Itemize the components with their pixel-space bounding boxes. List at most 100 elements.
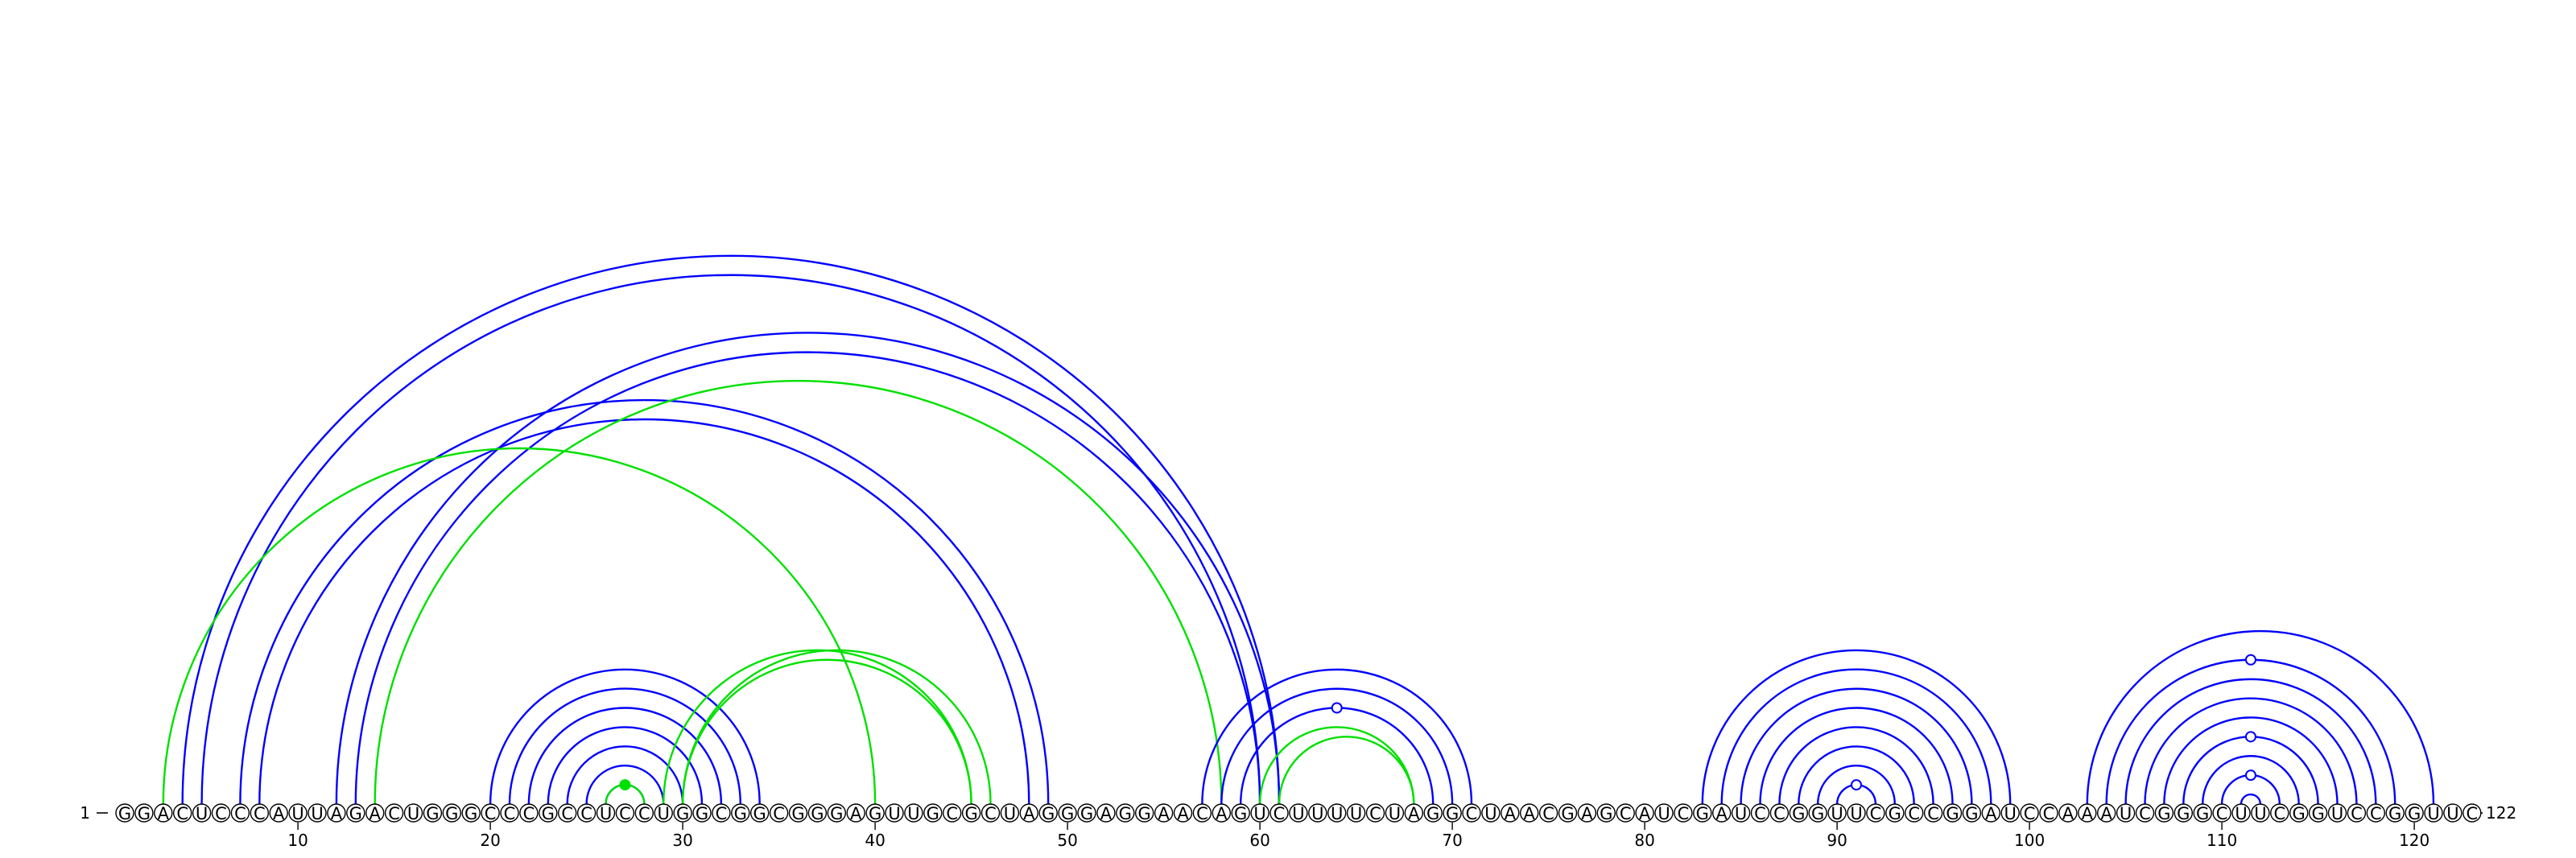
nucleotide-21: C — [500, 803, 519, 823]
arc-blue-23-31 — [547, 726, 704, 805]
nucleotide-letter-2: G — [138, 804, 151, 823]
nucleotide-letter-111: U — [2235, 804, 2247, 823]
nucleotide-letter-18: G — [445, 804, 458, 823]
nucleotide-circle-54 — [1134, 803, 1154, 823]
nucleotide-40: G — [865, 803, 885, 823]
nucleotide-letter-16: U — [407, 804, 419, 823]
nucleotide-10: U — [288, 803, 308, 823]
arc-marker-90-92 — [1851, 779, 1862, 791]
nucleotide-87: C — [1769, 803, 1790, 823]
nucleotide-letter-68: A — [1408, 804, 1420, 823]
arc-blue-13-60 — [354, 351, 1261, 805]
nucleotide-circle-64 — [1327, 803, 1347, 823]
nucleotide-82: C — [1674, 803, 1693, 823]
nucleotide-circle-103 — [2078, 803, 2097, 823]
nucleotide-20: C — [481, 803, 500, 823]
nucleotide-53: G — [1116, 803, 1135, 823]
nucleotide-letter-105: U — [2120, 804, 2132, 823]
nucleotide-letter-94: C — [1908, 804, 1920, 823]
nucleotide-circle-26 — [596, 803, 616, 823]
nucleotide-circle-68 — [1404, 803, 1424, 823]
nucleotide-letter-56: A — [1177, 804, 1189, 823]
nucleotide-letter-42: U — [907, 804, 919, 823]
nucleotide-letter-8: C — [254, 804, 266, 823]
arc-blue-4-61 — [181, 254, 1281, 805]
nucleotide-circle-6 — [211, 803, 231, 823]
nucleotide-29: U — [654, 803, 673, 823]
nucleotide-122: U — [2443, 803, 2462, 823]
nucleotide-circle-25 — [576, 803, 597, 823]
nucleotide-letter-58: A — [1216, 804, 1228, 823]
nucleotide-112: U — [2251, 803, 2270, 823]
nucleotide-45: G — [961, 803, 981, 823]
nucleotide-letter-22: C — [523, 804, 535, 823]
nucleotide-letter-69: G — [1426, 804, 1439, 823]
nucleotide-letter-48: A — [1023, 804, 1035, 823]
nucleotide-circle-11 — [308, 803, 327, 823]
nucleotide-66: C — [1365, 803, 1385, 823]
nucleotide-circle-8 — [250, 803, 269, 823]
nucleotide-letter-96: G — [1946, 804, 1959, 823]
nucleotide-8: C — [250, 803, 269, 823]
nucleotide-94: C — [1904, 803, 1924, 823]
nucleotide-circle-31 — [692, 803, 712, 823]
nucleotide-46: C — [980, 803, 1001, 823]
nucleotide-circle-20 — [481, 803, 500, 823]
nucleotide-73: A — [1501, 803, 1520, 823]
nucleotide-letter-114: G — [2293, 804, 2306, 823]
nucleotide-circle-87 — [1769, 803, 1790, 823]
nucleotide-circle-61 — [1269, 803, 1289, 823]
nucleotide-circle-14 — [365, 803, 385, 823]
nucleotide-letter-100: C — [2024, 804, 2036, 823]
nucleotide-6: C — [211, 803, 231, 823]
arc-blue-83-99 — [1701, 649, 2012, 805]
nucleotide-circle-32 — [712, 803, 731, 823]
nucleotide-circle-79 — [1616, 803, 1635, 823]
start-label: 1 — [80, 803, 90, 823]
nucleotide-letter-55: A — [1158, 804, 1170, 823]
nucleotide-letter-86: C — [1754, 804, 1766, 823]
nucleotide-letter-11: U — [311, 804, 323, 823]
nucleotide-33: G — [731, 803, 750, 823]
nucleotide-circle-62 — [1289, 803, 1308, 823]
nucleotide-letter-93: G — [1889, 804, 1901, 823]
nucleotide-letter-4: C — [176, 804, 188, 823]
nucleotide-circle-99 — [2000, 803, 2020, 823]
nucleotide-96: G — [1942, 803, 1963, 823]
nucleotide-circle-35 — [769, 803, 789, 823]
nucleotide-letter-116: U — [2331, 804, 2343, 823]
nucleotide-62: U — [1289, 803, 1308, 823]
nucleotide-letter-71: C — [1466, 804, 1478, 823]
nucleotide-69: G — [1423, 803, 1443, 823]
nucleotide-letter-40: G — [869, 804, 881, 823]
nucleotide-circle-47 — [1000, 803, 1020, 823]
nucleotide-102: A — [2058, 803, 2078, 823]
nucleotide-26: U — [596, 803, 616, 823]
nucleotide-circle-17 — [423, 803, 443, 823]
arc-marker-26-28 — [619, 779, 631, 791]
nucleotide-circle-102 — [2058, 803, 2078, 823]
nucleotide-circle-7 — [230, 803, 250, 823]
nucleotide-86: C — [1750, 803, 1770, 823]
nucleotide-91: U — [1847, 803, 1866, 823]
nucleotide-7: C — [230, 803, 250, 823]
arc-marker-110-113 — [2244, 769, 2256, 782]
nucleotide-circle-95 — [1923, 803, 1943, 823]
nucleotide-105: U — [2116, 803, 2136, 823]
nucleotide-18: G — [442, 803, 461, 823]
nucleotide-circle-50 — [1058, 803, 1077, 823]
nucleotide-letter-5: U — [196, 804, 208, 823]
nucleotide-78: G — [1596, 803, 1616, 823]
arc-blue-89-93 — [1817, 765, 1896, 805]
nucleotide-letter-76: G — [1561, 804, 1574, 823]
arc-green-61-68 — [1278, 736, 1415, 805]
nucleotide-letter-34: G — [753, 804, 766, 823]
nucleotide-34: G — [750, 803, 770, 823]
nucleotide-circle-27 — [615, 803, 635, 823]
nucleotide-circle-73 — [1501, 803, 1520, 823]
nucleotide-circle-58 — [1212, 803, 1232, 823]
nucleotide-93: G — [1885, 803, 1905, 823]
nucleotide-circle-57 — [1192, 803, 1212, 823]
nucleotide-1: G — [115, 803, 134, 823]
